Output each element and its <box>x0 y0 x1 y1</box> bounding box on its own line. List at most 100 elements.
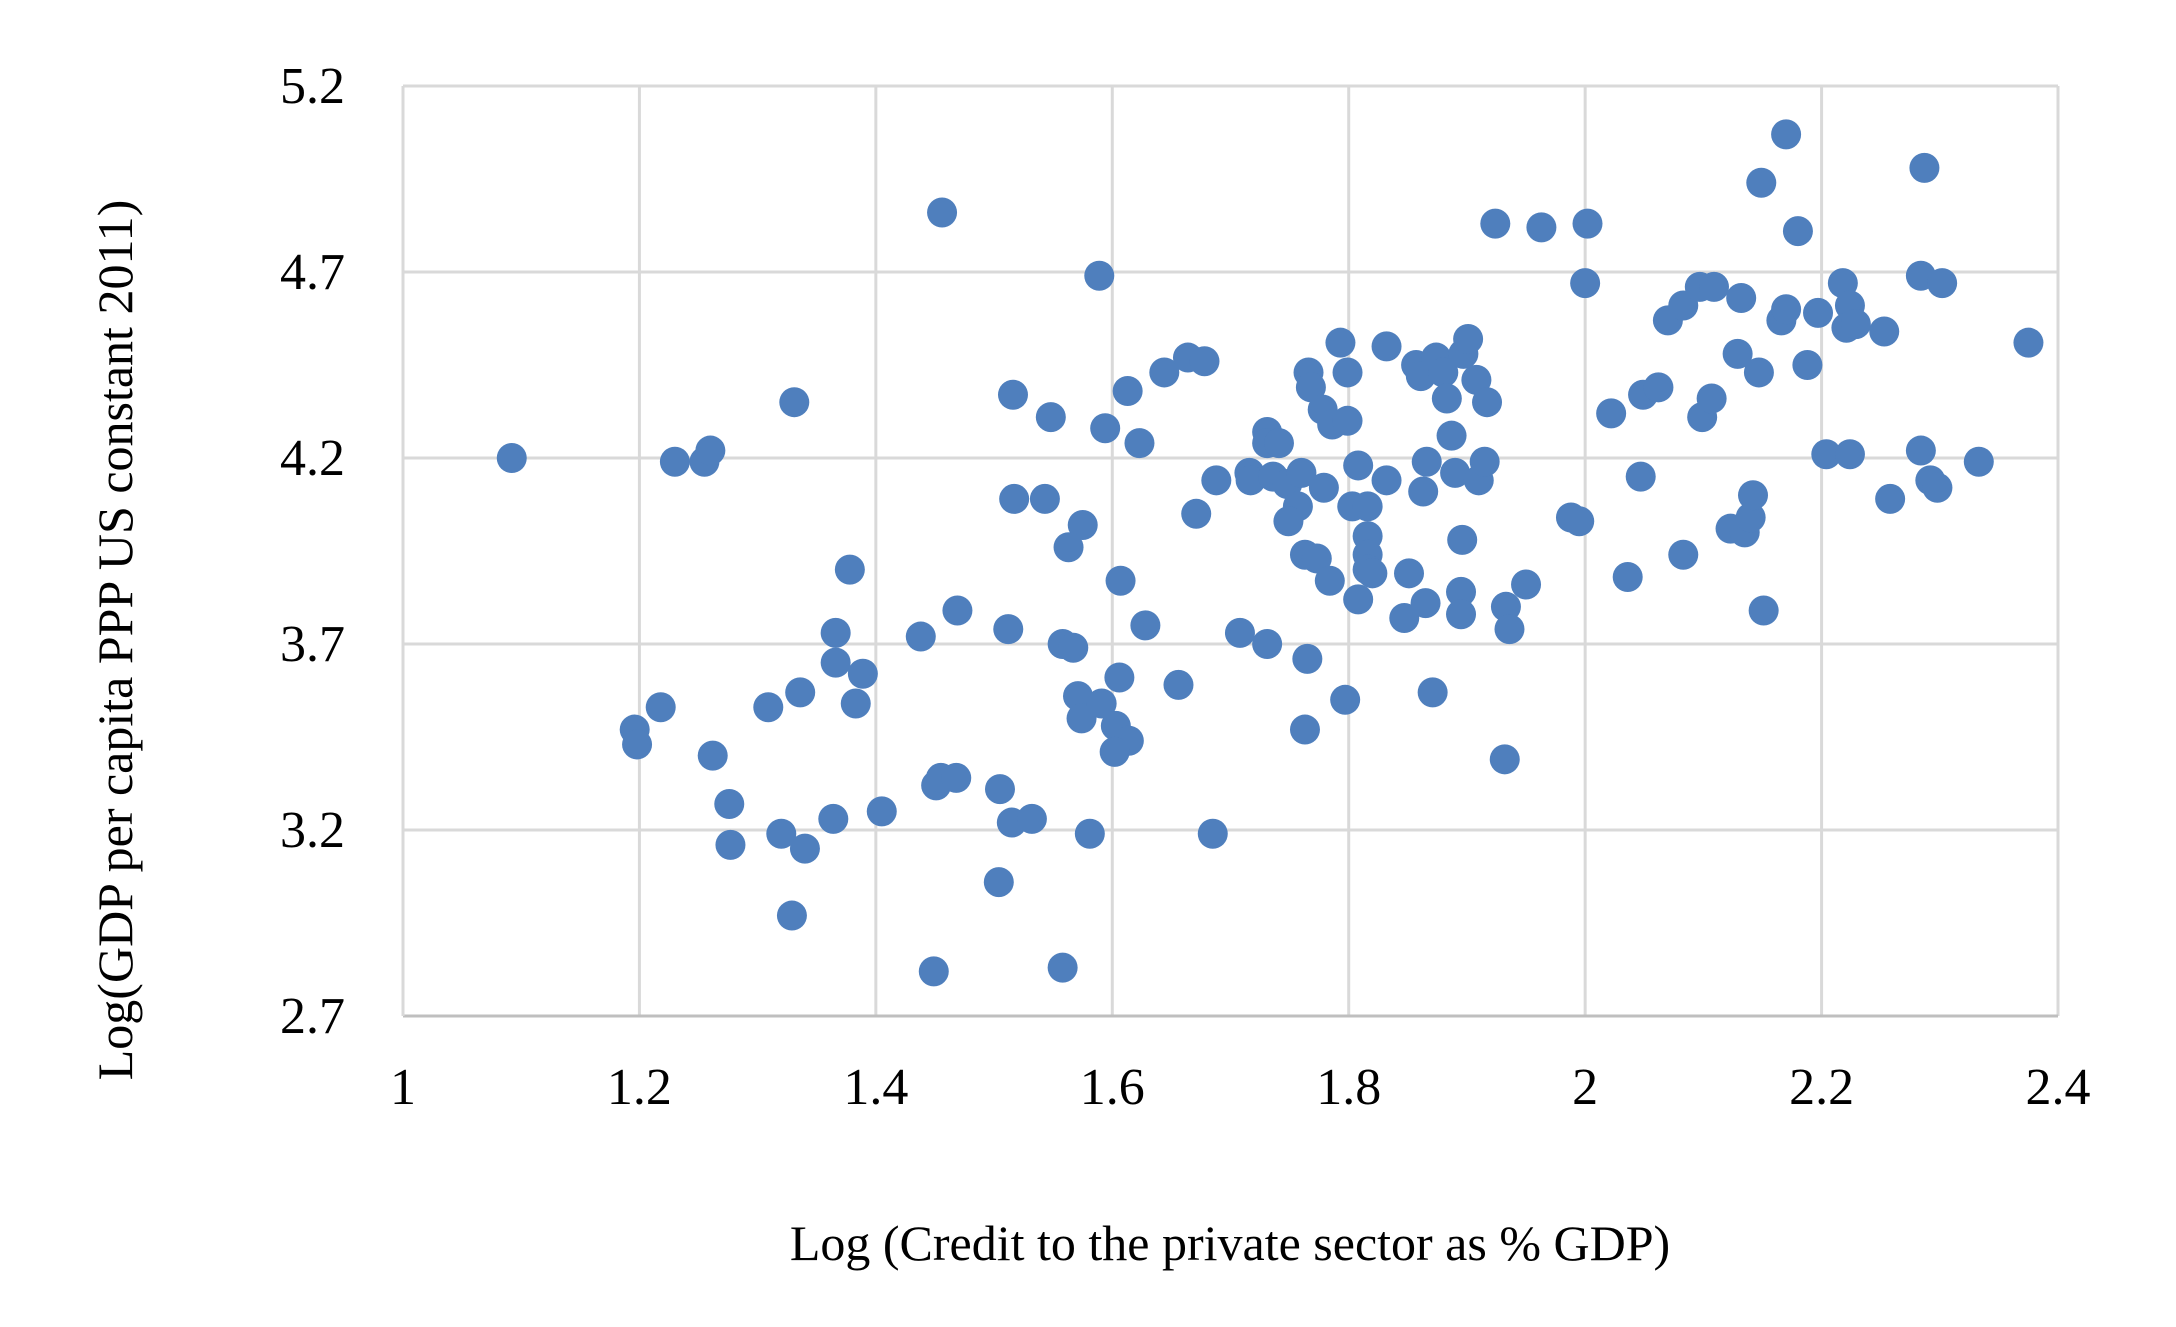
data-point <box>1612 562 1643 593</box>
data-point <box>1494 614 1525 645</box>
data-point <box>1105 565 1136 596</box>
data-point <box>1572 208 1603 239</box>
data-point <box>1909 152 1940 183</box>
data-point <box>905 621 936 652</box>
data-point <box>1112 376 1143 407</box>
x-axis-label: Log (Credit to the private sector as % G… <box>790 1215 1670 1271</box>
data-point <box>1698 271 1729 302</box>
data-point <box>1570 268 1601 299</box>
data-point <box>1643 372 1674 403</box>
data-point <box>1738 480 1769 511</box>
data-point <box>496 443 527 473</box>
data-point <box>1840 309 1871 340</box>
y-tick-label: 5.2 <box>280 58 345 115</box>
data-point <box>1480 208 1511 239</box>
data-point <box>1771 294 1802 325</box>
y-tick-label: 3.2 <box>280 802 345 859</box>
data-point <box>1771 119 1802 150</box>
data-point <box>1201 465 1232 496</box>
data-point <box>1440 457 1471 488</box>
data-point <box>1029 483 1060 514</box>
data-point <box>1332 405 1363 436</box>
data-point <box>1149 357 1180 388</box>
data-point <box>1905 435 1936 466</box>
data-point <box>1447 524 1478 555</box>
data-point <box>1235 465 1266 496</box>
data-point <box>1564 506 1595 537</box>
data-point <box>983 867 1014 898</box>
data-point <box>1436 420 1467 451</box>
data-point <box>1410 588 1441 619</box>
data-point <box>1343 450 1374 481</box>
data-point <box>1086 688 1117 719</box>
data-point <box>999 483 1030 514</box>
data-point <box>1696 383 1727 414</box>
data-point <box>1189 346 1220 377</box>
data-point <box>1074 818 1105 849</box>
data-point <box>1446 599 1477 630</box>
data-point <box>1748 595 1779 626</box>
axes <box>401 86 2058 1018</box>
data-point <box>1834 439 1865 470</box>
data-point <box>1314 565 1345 596</box>
x-tick-label: 1.4 <box>843 1059 908 1116</box>
data-point <box>820 617 851 648</box>
data-point <box>918 956 949 987</box>
data-point <box>1746 167 1777 198</box>
data-point <box>840 688 871 719</box>
data-point <box>1417 677 1448 708</box>
y-tick-label: 4.7 <box>280 244 345 301</box>
data-point <box>1330 684 1361 715</box>
x-tick-label: 2.4 <box>2026 1059 2091 1116</box>
data-point <box>1922 472 1953 503</box>
data-point <box>622 729 653 760</box>
data-point <box>779 387 810 418</box>
x-tick-labels: 1 1.2 1.4 1.6 1.8 2 2.2 2.4 <box>390 1059 2091 1116</box>
y-tick-label: 2.7 <box>280 988 345 1045</box>
data-point <box>1408 476 1439 507</box>
y-tick-label: 3.7 <box>280 616 345 673</box>
data-point <box>1295 372 1326 403</box>
data-point <box>1446 576 1477 607</box>
data-point <box>834 554 865 585</box>
data-point <box>1289 714 1320 745</box>
x-tick-label: 1.6 <box>1080 1059 1145 1116</box>
data-point <box>1489 744 1520 775</box>
data-point <box>659 446 690 477</box>
data-point <box>1286 457 1317 488</box>
data-point <box>715 829 746 860</box>
data-point <box>1792 350 1823 380</box>
data-point <box>1782 216 1813 247</box>
data-points <box>496 119 2044 987</box>
data-point <box>776 900 807 931</box>
x-tick-label: 2.2 <box>1789 1059 1854 1116</box>
data-point <box>1352 491 1383 522</box>
data-point <box>1743 357 1774 388</box>
data-point <box>1596 398 1627 429</box>
data-point <box>984 774 1015 805</box>
y-tick-label: 4.2 <box>280 430 345 487</box>
data-point <box>1301 543 1332 574</box>
data-point <box>1411 446 1442 477</box>
data-point <box>1869 316 1900 347</box>
data-point <box>697 740 728 771</box>
data-point <box>1371 331 1402 362</box>
data-point <box>2013 327 2044 358</box>
data-point <box>1325 327 1356 358</box>
data-point <box>847 658 878 689</box>
data-point <box>1104 662 1135 693</box>
data-point <box>1389 602 1420 633</box>
data-point <box>1357 558 1388 589</box>
data-point <box>1735 502 1766 533</box>
data-point <box>1428 357 1459 388</box>
data-point <box>1016 803 1047 834</box>
data-point <box>1668 539 1699 570</box>
data-point <box>1394 558 1425 589</box>
data-point <box>1625 461 1656 492</box>
data-point <box>1058 632 1089 663</box>
data-point <box>1963 446 1994 477</box>
data-point <box>1252 629 1283 659</box>
data-point <box>1511 569 1542 600</box>
data-point <box>1453 323 1484 354</box>
data-point <box>789 833 820 864</box>
